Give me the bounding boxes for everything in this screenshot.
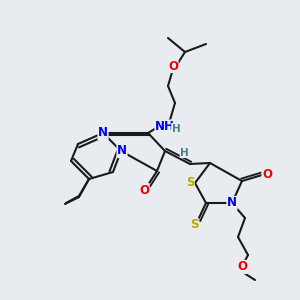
Text: N: N: [117, 145, 127, 158]
Text: S: S: [186, 176, 194, 190]
Text: O: O: [168, 59, 178, 73]
Text: N: N: [227, 196, 237, 209]
Text: O: O: [139, 184, 149, 196]
Text: O: O: [237, 260, 247, 274]
Text: S: S: [190, 218, 198, 232]
Text: O: O: [262, 169, 272, 182]
Text: N: N: [98, 127, 108, 140]
Text: NH: NH: [155, 120, 175, 133]
Text: H: H: [180, 148, 189, 158]
Text: H: H: [172, 124, 180, 134]
